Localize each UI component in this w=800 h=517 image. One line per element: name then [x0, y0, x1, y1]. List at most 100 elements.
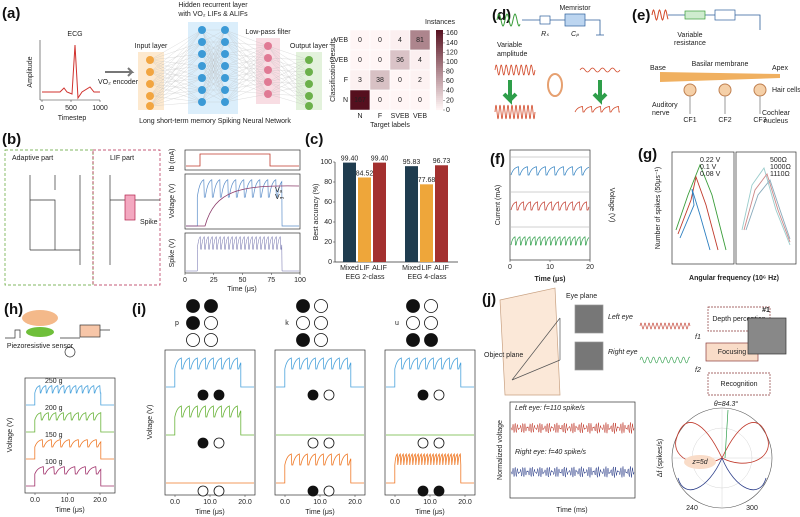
neuron	[305, 56, 313, 64]
label: 0.08 V	[700, 171, 721, 178]
label: Recognition	[721, 381, 758, 388]
neuron	[146, 68, 154, 76]
label: CF2	[718, 117, 731, 124]
connection	[149, 41, 203, 107]
braille-dot	[314, 316, 328, 330]
label: Voltage (V)	[608, 188, 615, 223]
cell-value: 0	[378, 97, 382, 104]
eye-image	[574, 304, 604, 334]
braille-dot	[406, 316, 420, 330]
braille-dot	[417, 437, 429, 449]
braille-dot	[307, 437, 319, 449]
label: Time (μs)	[195, 509, 224, 516]
face-image	[747, 317, 787, 355]
waveform	[651, 9, 669, 21]
connection	[224, 93, 269, 103]
colorbar-step	[436, 30, 443, 33]
connection	[201, 41, 226, 103]
label: Left eye	[608, 314, 633, 321]
label: Time (μs)	[415, 509, 444, 516]
label: 150 g	[45, 432, 63, 439]
connection	[149, 65, 203, 97]
axes	[735, 151, 797, 265]
panel-label: (e)	[632, 7, 650, 24]
label: z=5d	[691, 459, 708, 466]
geometry	[511, 317, 561, 381]
label: VO₂ encoder	[98, 79, 139, 86]
panel-label: (i)	[132, 301, 146, 318]
resistor	[79, 324, 101, 338]
neuron	[221, 62, 229, 70]
colorbar-step	[436, 84, 443, 87]
colorbar-step	[436, 40, 443, 43]
tick-label: 1000	[92, 105, 108, 112]
label: f1	[695, 334, 701, 341]
connection	[267, 57, 310, 107]
connection	[224, 45, 269, 79]
tick-label: 40	[324, 219, 332, 226]
label: Time (μs)	[305, 509, 334, 516]
connection	[267, 59, 310, 95]
neuron	[198, 26, 206, 34]
connection	[149, 29, 203, 107]
tick-label: 140	[446, 40, 458, 47]
hair-cell	[683, 83, 697, 97]
tick-label: 20.0	[348, 499, 362, 506]
colorbar-step	[436, 42, 443, 45]
connection	[224, 45, 269, 67]
bar	[420, 184, 433, 262]
connection	[224, 45, 269, 91]
label: Ib (mA)	[169, 149, 176, 172]
waveform	[494, 104, 536, 120]
neuron	[146, 80, 154, 88]
braille-dot	[323, 485, 335, 497]
braille-dot	[433, 485, 445, 497]
connection	[201, 53, 226, 103]
panel-label: (a)	[2, 5, 20, 22]
label: SVEB	[391, 113, 410, 120]
theta-line	[724, 409, 729, 459]
label: Normalized voltage	[497, 420, 504, 480]
waveform	[745, 179, 791, 240]
connection	[224, 41, 269, 47]
label: Number of spikes (50μs⁻¹)	[655, 167, 662, 249]
label: Time (ms)	[556, 507, 587, 514]
label: 1000Ω	[770, 164, 791, 171]
waveform	[675, 163, 727, 251]
braille-dot	[213, 437, 225, 449]
label: Auditory	[652, 102, 678, 109]
label: 0.1 V	[700, 164, 717, 171]
arrow	[592, 80, 608, 105]
tick-label: 50	[239, 277, 247, 284]
connection	[149, 89, 203, 97]
circuit	[522, 19, 604, 36]
braille-dot	[406, 333, 420, 347]
tick-label: 25	[210, 277, 218, 284]
label: Current (mA)	[495, 185, 502, 225]
braille-dot	[197, 389, 209, 401]
colorbar-step	[436, 48, 443, 51]
value-label: 95.83	[403, 159, 421, 166]
tick-label: 100	[320, 159, 332, 166]
connection	[267, 83, 310, 95]
braille-dot	[213, 389, 225, 401]
value-label: 99.40	[371, 155, 389, 162]
label: LIF part	[110, 155, 134, 162]
label: Δf (spikes/s)	[657, 439, 664, 478]
colorbar-step	[436, 60, 443, 63]
label: amplitude	[497, 51, 527, 58]
category-label: ALIF	[434, 265, 449, 272]
axes	[184, 173, 301, 230]
colorbar-step	[436, 50, 443, 53]
letter: p	[175, 320, 179, 327]
category-label: LIF	[359, 265, 369, 272]
connection	[267, 59, 310, 83]
colorbar-step	[436, 66, 443, 69]
label: Instances	[425, 19, 455, 26]
waveform	[26, 412, 114, 433]
label: Voltage (V)	[147, 405, 154, 440]
value-label: 96.73	[433, 158, 451, 165]
waveform	[26, 385, 114, 406]
label: F	[344, 77, 348, 84]
